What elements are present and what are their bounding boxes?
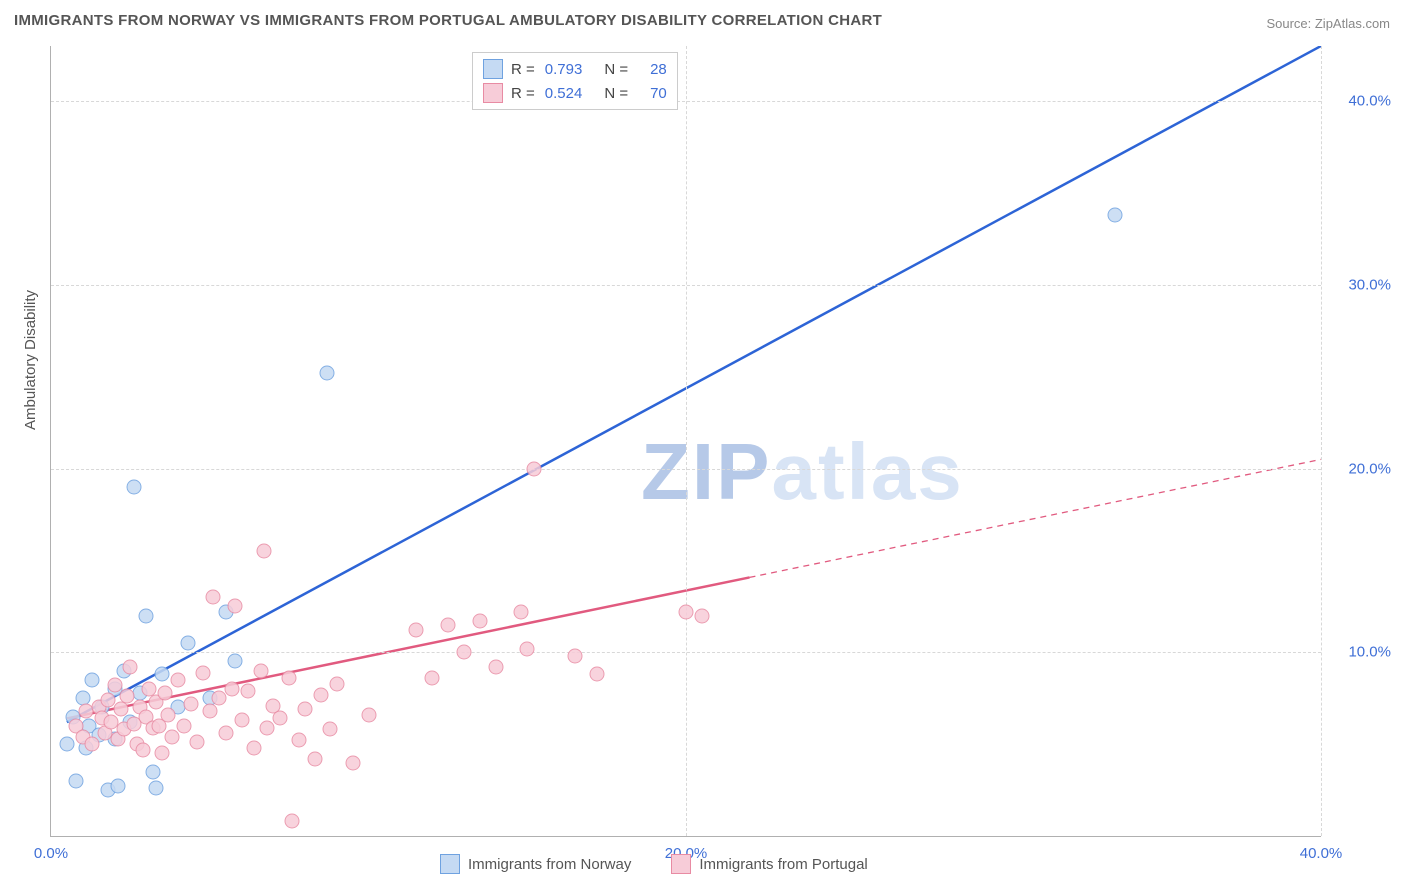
source-label: Source: ZipAtlas.com: [1266, 16, 1390, 31]
scatter-point: [120, 689, 135, 704]
scatter-point: [329, 676, 344, 691]
scatter-point: [513, 604, 528, 619]
n-label: N =: [604, 61, 628, 78]
scatter-point: [361, 707, 376, 722]
scatter-point: [425, 671, 440, 686]
scatter-point: [282, 671, 297, 686]
scatter-point: [253, 663, 268, 678]
scatter-point: [158, 685, 173, 700]
r-value: 0.793: [545, 61, 583, 78]
scatter-point: [113, 702, 128, 717]
legend-swatch: [671, 854, 691, 874]
scatter-point: [123, 659, 138, 674]
chart-container: IMMIGRANTS FROM NORWAY VS IMMIGRANTS FRO…: [0, 0, 1406, 892]
scatter-point: [164, 729, 179, 744]
legend-row: R = 0.524 N = 70: [483, 81, 667, 105]
scatter-point: [240, 683, 255, 698]
chart-title: IMMIGRANTS FROM NORWAY VS IMMIGRANTS FRO…: [14, 12, 882, 29]
r-label: R =: [511, 61, 535, 78]
scatter-point: [590, 667, 605, 682]
n-label: N =: [604, 85, 628, 102]
scatter-point: [285, 814, 300, 829]
scatter-point: [59, 737, 74, 752]
scatter-point: [139, 608, 154, 623]
watermark: ZIPatlas: [641, 426, 964, 518]
legend-item: Immigrants from Norway: [440, 854, 631, 874]
scatter-point: [323, 722, 338, 737]
scatter-point: [180, 636, 195, 651]
scatter-point: [526, 461, 541, 476]
plot-area: ZIPatlas 10.0%20.0%30.0%40.0%0.0%20.0%40…: [50, 46, 1321, 837]
correlation-legend: R = 0.793 N = 28 R = 0.524 N = 70: [472, 52, 678, 110]
x-tick-label: 0.0%: [34, 845, 68, 862]
scatter-point: [183, 696, 198, 711]
scatter-point: [145, 764, 160, 779]
scatter-point: [256, 544, 271, 559]
scatter-point: [205, 590, 220, 605]
n-value: 70: [650, 85, 667, 102]
x-tick-label: 40.0%: [1300, 845, 1343, 862]
gridline-v: [686, 46, 687, 836]
scatter-point: [247, 740, 262, 755]
legend-label: Immigrants from Portugal: [699, 856, 867, 873]
scatter-point: [218, 726, 233, 741]
scatter-point: [212, 691, 227, 706]
y-tick-label: 40.0%: [1331, 93, 1391, 110]
r-value: 0.524: [545, 85, 583, 102]
scatter-point: [320, 366, 335, 381]
legend-item: Immigrants from Portugal: [671, 854, 867, 874]
scatter-point: [488, 659, 503, 674]
scatter-point: [85, 672, 100, 687]
n-value: 28: [650, 61, 667, 78]
scatter-point: [272, 711, 287, 726]
scatter-point: [110, 779, 125, 794]
y-axis-label: Ambulatory Disability: [22, 290, 39, 430]
scatter-point: [196, 665, 211, 680]
scatter-point: [190, 735, 205, 750]
scatter-point: [259, 720, 274, 735]
legend-swatch: [483, 83, 503, 103]
scatter-point: [171, 672, 186, 687]
scatter-point: [228, 599, 243, 614]
scatter-point: [472, 614, 487, 629]
scatter-point: [1107, 208, 1122, 223]
scatter-point: [224, 682, 239, 697]
scatter-point: [155, 667, 170, 682]
scatter-point: [234, 713, 249, 728]
scatter-point: [298, 702, 313, 717]
scatter-point: [148, 781, 163, 796]
scatter-point: [228, 654, 243, 669]
scatter-point: [313, 687, 328, 702]
scatter-point: [440, 617, 455, 632]
y-tick-label: 20.0%: [1331, 460, 1391, 477]
scatter-point: [679, 604, 694, 619]
r-label: R =: [511, 85, 535, 102]
scatter-point: [136, 742, 151, 757]
legend-label: Immigrants from Norway: [468, 856, 631, 873]
scatter-point: [520, 641, 535, 656]
scatter-point: [202, 704, 217, 719]
scatter-point: [345, 755, 360, 770]
scatter-point: [456, 645, 471, 660]
scatter-point: [69, 773, 84, 788]
legend-swatch: [440, 854, 460, 874]
legend-row: R = 0.793 N = 28: [483, 57, 667, 81]
scatter-point: [85, 737, 100, 752]
gridline-v: [1321, 46, 1322, 836]
scatter-point: [307, 751, 322, 766]
scatter-point: [177, 718, 192, 733]
scatter-point: [161, 707, 176, 722]
scatter-point: [126, 479, 141, 494]
y-tick-label: 10.0%: [1331, 644, 1391, 661]
scatter-point: [409, 623, 424, 638]
legend-swatch: [483, 59, 503, 79]
y-tick-label: 30.0%: [1331, 276, 1391, 293]
scatter-point: [107, 678, 122, 693]
scatter-point: [291, 733, 306, 748]
scatter-point: [155, 746, 170, 761]
scatter-point: [567, 648, 582, 663]
scatter-point: [694, 608, 709, 623]
series-legend: Immigrants from Norway Immigrants from Po…: [440, 854, 868, 874]
